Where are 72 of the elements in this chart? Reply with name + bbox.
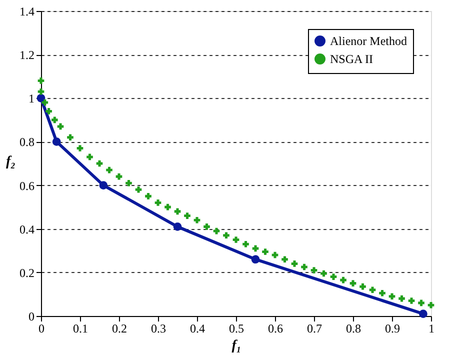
point [320, 270, 327, 277]
y-tick-label: 0.4 [20, 222, 34, 236]
point [251, 255, 260, 264]
point [99, 181, 108, 190]
point [86, 154, 93, 160]
y-tick-label: 1.4 [20, 4, 34, 18]
point [38, 88, 44, 95]
point [418, 300, 424, 306]
x-tick-label: 0.2 [112, 322, 127, 336]
legend-label: Alienor Method [330, 34, 407, 48]
y-tick-label: 1 [28, 92, 34, 106]
x-tick-label: 0.7 [307, 322, 322, 336]
point [272, 252, 278, 258]
point [310, 267, 318, 274]
point [262, 248, 268, 255]
point [419, 310, 428, 318]
point [116, 173, 122, 180]
x-tick-label: 1 [428, 322, 434, 336]
point [184, 212, 190, 219]
point [428, 302, 434, 308]
y-tick-label: 0 [28, 310, 34, 324]
point [76, 145, 84, 152]
point [282, 256, 288, 263]
point [145, 193, 152, 200]
point [252, 245, 259, 252]
point [126, 180, 132, 186]
legend-label: NSGA II [330, 52, 374, 66]
point [398, 295, 405, 302]
point [388, 293, 396, 300]
point [194, 216, 200, 224]
x-tick-label: 0.5 [229, 322, 244, 336]
point [46, 108, 52, 114]
point [96, 160, 103, 167]
x-tick-label: 0.9 [385, 322, 400, 336]
point [330, 274, 337, 280]
y-tick-label: 0.8 [20, 135, 34, 150]
y-tick-label: 0.6 [20, 178, 34, 193]
point [408, 298, 415, 304]
x-tick-label: 0.6 [268, 322, 283, 336]
point [301, 264, 308, 270]
y-axis-title: f₂ [6, 154, 16, 170]
point [164, 204, 171, 210]
point [38, 78, 44, 84]
point [52, 138, 61, 146]
point [51, 116, 58, 124]
x-tick-label: 0.3 [151, 322, 166, 336]
y-tick-label: 0.2 [20, 266, 34, 280]
point [67, 134, 74, 141]
point [106, 166, 112, 174]
point [173, 222, 182, 231]
x-tick-label: 0 [38, 322, 44, 336]
y-tick-label: 1.2 [20, 48, 34, 62]
point [204, 224, 210, 230]
point [57, 123, 64, 130]
point [291, 260, 298, 267]
x-tick-label: 0.8 [346, 322, 361, 336]
x-axis-title: f₁ [232, 338, 242, 354]
point [369, 286, 376, 294]
point [232, 236, 240, 243]
point [223, 232, 230, 239]
point [340, 276, 346, 284]
point [350, 280, 356, 286]
point [213, 228, 220, 234]
point [379, 290, 386, 296]
x-tick-label: 0.1 [73, 322, 88, 336]
point [174, 208, 181, 215]
x-tick-label: 0.4 [190, 322, 205, 336]
point [42, 99, 48, 106]
point [135, 186, 142, 193]
point [154, 200, 162, 206]
point [242, 240, 249, 248]
point [360, 283, 366, 290]
